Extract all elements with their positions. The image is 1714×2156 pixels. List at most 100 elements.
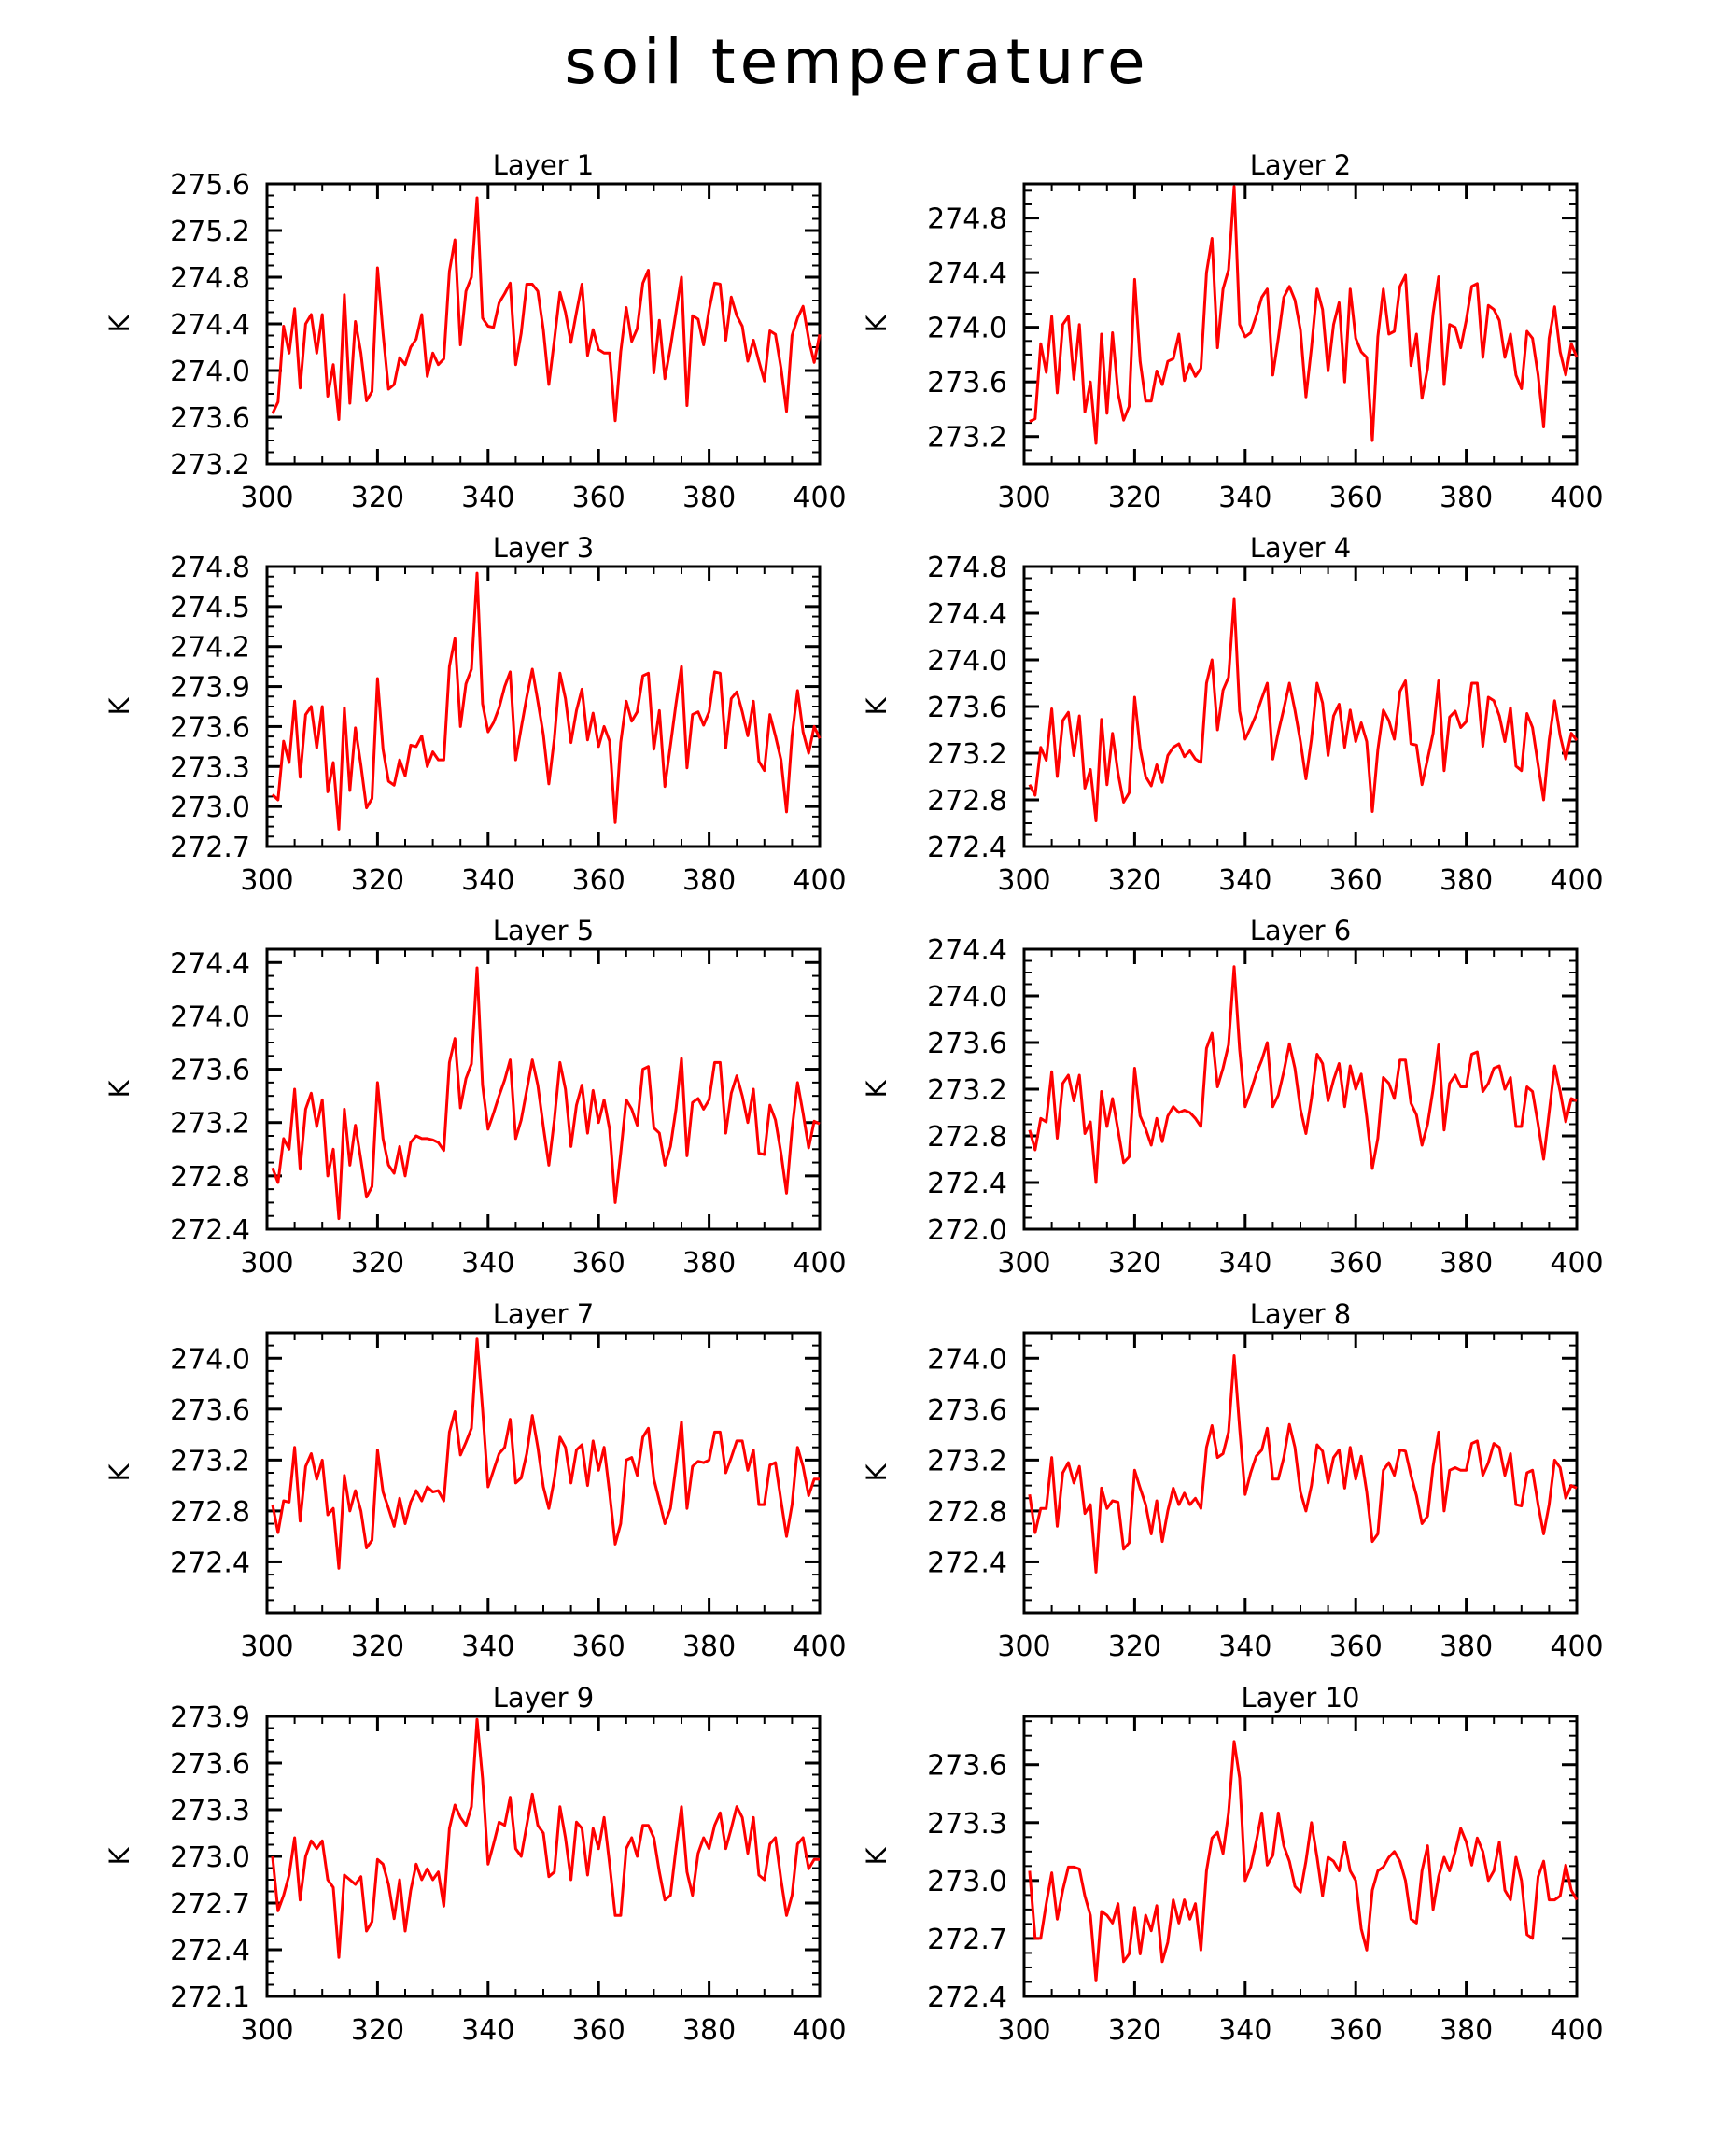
y-tick-label: 273.6 [927, 1394, 1007, 1427]
x-tick-label: 380 [682, 2014, 736, 2047]
x-tick-label: 340 [1218, 1247, 1271, 1280]
panel-layer-5: Layer 5 K 300 320 340 360 380 400 272.4 272.8 273.… [104, 915, 847, 1280]
panel-title: Layer 9 [493, 1682, 595, 1714]
y-tick-label: 272.4 [927, 832, 1007, 864]
x-tick-label: 340 [461, 482, 514, 514]
x-tick-label: 360 [572, 482, 625, 514]
y-tick-label: 273.6 [170, 1055, 250, 1087]
panel-layer-9: Layer 9 K 300 320 340 360 380 400 272.1 272.4 272.… [104, 1682, 847, 2047]
x-tick-label: 380 [682, 864, 736, 897]
y-tick-label: 273.6 [170, 1748, 250, 1781]
panel-layer-3: Layer 3 K 300 320 340 360 380 400 272.7 273.0 273.… [104, 532, 847, 897]
x-tick-label: 320 [1108, 1631, 1161, 1663]
y-tick-label: 273.3 [170, 1795, 250, 1827]
panel-layer-4: Layer 4 K 300 320 340 360 380 400 272.4 272.8 273.… [861, 532, 1604, 897]
x-tick-label: 380 [1440, 1247, 1493, 1280]
series-line [271, 1717, 820, 1959]
panel-layer-2: Layer 2 K 300 320 340 360 380 400 273.2 273.6 274.… [861, 149, 1604, 514]
x-tick-label: 400 [793, 864, 846, 897]
y-tick-label: 273.6 [927, 692, 1007, 724]
panel-title: Layer 1 [493, 149, 595, 181]
y-axis-label: K [104, 315, 135, 333]
x-tick-label: 380 [1440, 864, 1493, 897]
y-tick-label: 272.7 [927, 1924, 1007, 1956]
x-tick-label: 300 [240, 864, 293, 897]
y-tick-label: 273.2 [170, 1108, 250, 1141]
y-tick-label: 274.4 [927, 934, 1007, 967]
series-line [271, 196, 822, 423]
x-tick-label: 320 [351, 1631, 404, 1663]
x-tick-label: 360 [572, 1631, 625, 1663]
y-tick-label: 273.6 [927, 1028, 1007, 1060]
panel-title: Layer 10 [1242, 1682, 1360, 1714]
panel-title: Layer 5 [493, 915, 595, 946]
y-tick-label: 274.8 [927, 203, 1007, 236]
x-tick-label: 340 [1218, 2014, 1271, 2047]
x-tick-label: 300 [997, 482, 1050, 514]
y-tick-label: 274.0 [927, 981, 1007, 1014]
y-axis-label: K [861, 697, 892, 716]
x-tick-label: 300 [240, 1631, 293, 1663]
plot-frame [265, 947, 822, 1231]
x-tick-label: 400 [1550, 1247, 1603, 1280]
x-tick-label: 400 [1550, 864, 1603, 897]
panel-layer-8: Layer 8 K 300 320 340 360 380 400 272.4 272.8 273.… [861, 1298, 1604, 1663]
x-tick-label: 320 [351, 482, 404, 514]
y-tick-label: 272.0 [927, 1214, 1007, 1247]
plot-frame [1022, 1715, 1579, 1998]
x-tick-label: 360 [1329, 864, 1383, 897]
y-tick-label: 273.6 [170, 711, 250, 744]
y-tick-label: 274.4 [927, 598, 1007, 631]
x-tick-label: 360 [572, 2014, 625, 2047]
x-tick-label: 320 [1108, 1247, 1161, 1280]
x-tick-label: 320 [1108, 482, 1161, 514]
x-tick-label: 400 [1550, 482, 1603, 514]
x-tick-label: 400 [793, 2014, 846, 2047]
x-tick-label: 400 [793, 1631, 846, 1663]
y-tick-label: 274.5 [170, 592, 250, 624]
y-tick-label: 272.8 [170, 1161, 250, 1194]
y-tick-label: 272.8 [927, 1496, 1007, 1529]
figure-title: soil temperature [564, 26, 1150, 98]
x-tick-label: 300 [240, 482, 293, 514]
y-tick-label: 273.6 [927, 367, 1007, 399]
y-tick-label: 274.0 [170, 1001, 250, 1033]
y-axis-label: K [861, 315, 892, 333]
y-tick-label: 273.2 [927, 422, 1007, 455]
plot-frame [265, 1331, 822, 1615]
y-axis-label: K [104, 697, 135, 716]
x-tick-label: 360 [1329, 2014, 1383, 2047]
x-tick-label: 400 [793, 482, 846, 514]
y-tick-label: 273.0 [927, 1866, 1007, 1898]
x-tick-label: 300 [997, 1247, 1050, 1280]
x-tick-label: 320 [351, 864, 404, 897]
y-tick-label: 272.4 [927, 1981, 1007, 2014]
x-tick-label: 340 [461, 2014, 514, 2047]
y-tick-label: 274.0 [170, 1343, 250, 1376]
x-tick-label: 360 [1329, 482, 1383, 514]
y-tick-label: 274.0 [927, 313, 1007, 345]
x-tick-label: 380 [1440, 1631, 1493, 1663]
x-tick-label: 300 [997, 864, 1050, 897]
x-tick-label: 320 [351, 1247, 404, 1280]
series-line [1029, 185, 1579, 445]
panel-title: Layer 7 [493, 1298, 595, 1330]
panel-layer-1: Layer 1 K 300 320 340 360 380 400 273.2 273.6 274.… [104, 149, 847, 514]
y-axis-label: K [861, 1080, 892, 1099]
x-tick-label: 340 [461, 864, 514, 897]
x-tick-label: 400 [1550, 2014, 1603, 2047]
x-tick-label: 360 [572, 1247, 625, 1280]
plot-frame [265, 565, 822, 848]
y-axis-label: K [861, 1463, 892, 1482]
series-line [1028, 1740, 1579, 1982]
x-tick-label: 320 [1108, 2014, 1161, 2047]
x-tick-label: 340 [1218, 482, 1271, 514]
y-axis-label: K [861, 1847, 892, 1866]
y-tick-label: 274.0 [927, 645, 1007, 678]
plot-frame [1022, 565, 1579, 848]
y-tick-label: 273.9 [170, 672, 250, 705]
y-tick-label: 274.2 [170, 632, 250, 665]
x-tick-label: 300 [240, 2014, 293, 2047]
y-tick-label: 273.2 [927, 1445, 1007, 1477]
y-tick-label: 272.1 [170, 1981, 250, 2014]
